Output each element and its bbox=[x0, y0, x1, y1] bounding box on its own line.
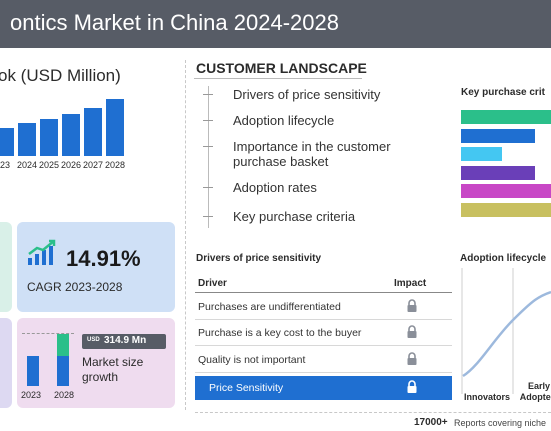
customer-landscape-item: Adoption rates bbox=[233, 180, 317, 195]
growth-bar-increment bbox=[57, 334, 69, 356]
growth-bar-end bbox=[57, 356, 69, 386]
impact-column-header: Impact bbox=[394, 278, 427, 289]
outlook-year-label: 2028 bbox=[104, 160, 126, 170]
lock-icon bbox=[405, 325, 419, 339]
key-purchase-criteria-chart bbox=[461, 110, 551, 222]
driver-label: Purchases are undifferentiated bbox=[198, 301, 341, 313]
driver-column-header: Driver bbox=[198, 278, 227, 289]
growth-badge: USD 314.9 Mn bbox=[82, 334, 166, 349]
adoption-label-early: Early bbox=[527, 381, 551, 391]
page-title: ontics Market in China 2024-2028 bbox=[10, 10, 339, 35]
kpc-bar bbox=[461, 203, 551, 217]
outlook-bar-chart: 23 2024 2025 2026 2027 2028 bbox=[0, 96, 140, 174]
kpc-bar bbox=[461, 129, 535, 143]
table-row: Quality is not important bbox=[195, 348, 452, 373]
outlook-bar bbox=[40, 119, 58, 156]
outlook-year-label: 23 bbox=[0, 160, 10, 170]
kpc-bar bbox=[461, 166, 535, 180]
customer-landscape-title: CUSTOMER LANDSCAPE bbox=[196, 60, 367, 76]
customer-landscape-underline bbox=[194, 78, 362, 79]
outlook-bar bbox=[0, 128, 14, 156]
list-bullet bbox=[203, 216, 213, 217]
outlook-year-label: 2024 bbox=[16, 160, 38, 170]
table-header-rule bbox=[195, 292, 452, 293]
footer-report-count: 17000+ bbox=[414, 417, 448, 428]
outlook-year-label: 2025 bbox=[38, 160, 60, 170]
outlook-year-label: 2027 bbox=[82, 160, 104, 170]
outlook-bar bbox=[62, 114, 80, 156]
growth-label-line2: growth bbox=[82, 370, 119, 384]
footer-text: Reports covering niche bbox=[454, 418, 547, 428]
price-sensitivity-row: Price Sensitivity bbox=[195, 376, 452, 400]
adoption-lifecycle-title: Adoption lifecycle bbox=[460, 253, 547, 264]
cagr-label: CAGR 2023-2028 bbox=[27, 280, 123, 294]
vendor-card-left bbox=[0, 318, 12, 408]
outlook-year-label: 2026 bbox=[60, 160, 82, 170]
section-divider bbox=[185, 60, 187, 410]
table-row: Purchase is a key cost to the buyer bbox=[195, 321, 452, 346]
growth-label-line1: Market size bbox=[82, 355, 144, 369]
adoption-label-adopter: Adopter bbox=[519, 392, 551, 402]
outlook-bar bbox=[18, 123, 36, 156]
customer-landscape-item: Importance in the customer purchase bask… bbox=[233, 139, 391, 169]
list-bullet bbox=[203, 94, 213, 95]
growth-chart-icon bbox=[27, 238, 59, 266]
drivers-title: Drivers of price sensitivity bbox=[196, 253, 322, 264]
key-purchase-criteria-title: Key purchase crit bbox=[461, 87, 545, 98]
growth-bar-start bbox=[27, 356, 39, 386]
lock-icon bbox=[405, 299, 419, 313]
header-bar bbox=[0, 0, 551, 48]
footer-divider bbox=[195, 412, 551, 414]
lock-icon bbox=[405, 352, 419, 366]
cagr-value: 14.91% bbox=[66, 246, 141, 271]
kpc-bar bbox=[461, 147, 502, 161]
customer-landscape-item: Key purchase criteria bbox=[233, 209, 356, 224]
outlook-title: ok (USD Million) bbox=[0, 66, 121, 85]
customer-landscape-item: Adoption lifecycle bbox=[233, 113, 335, 128]
growth-dash-line bbox=[22, 333, 74, 335]
lock-icon bbox=[405, 380, 419, 394]
price-sensitivity-label: Price Sensitivity bbox=[209, 382, 284, 394]
growth-year-end: 2028 bbox=[54, 390, 75, 400]
driver-label: Purchase is a key cost to the buyer bbox=[198, 327, 362, 339]
kpc-bar bbox=[461, 184, 551, 198]
customer-landscape-line bbox=[208, 86, 209, 228]
kpc-bar bbox=[461, 110, 551, 124]
growth-badge-value: 314.9 Mn bbox=[104, 335, 147, 346]
market-card-left bbox=[0, 222, 12, 312]
growth-badge-prefix: USD bbox=[87, 337, 100, 343]
cagr-card bbox=[17, 222, 175, 312]
list-bullet bbox=[203, 146, 213, 147]
driver-label: Quality is not important bbox=[198, 354, 306, 366]
customer-landscape-item: Drivers of price sensitivity bbox=[233, 87, 381, 102]
list-bullet bbox=[203, 187, 213, 188]
list-bullet bbox=[203, 120, 213, 121]
table-row: Purchases are undifferentiated bbox=[195, 295, 452, 320]
outlook-bar bbox=[84, 108, 102, 156]
growth-year-start: 2023 bbox=[21, 390, 42, 400]
outlook-bar bbox=[106, 99, 124, 156]
adoption-label-innovators: Innovators bbox=[463, 392, 510, 402]
adoption-lifecycle-chart bbox=[459, 268, 551, 400]
